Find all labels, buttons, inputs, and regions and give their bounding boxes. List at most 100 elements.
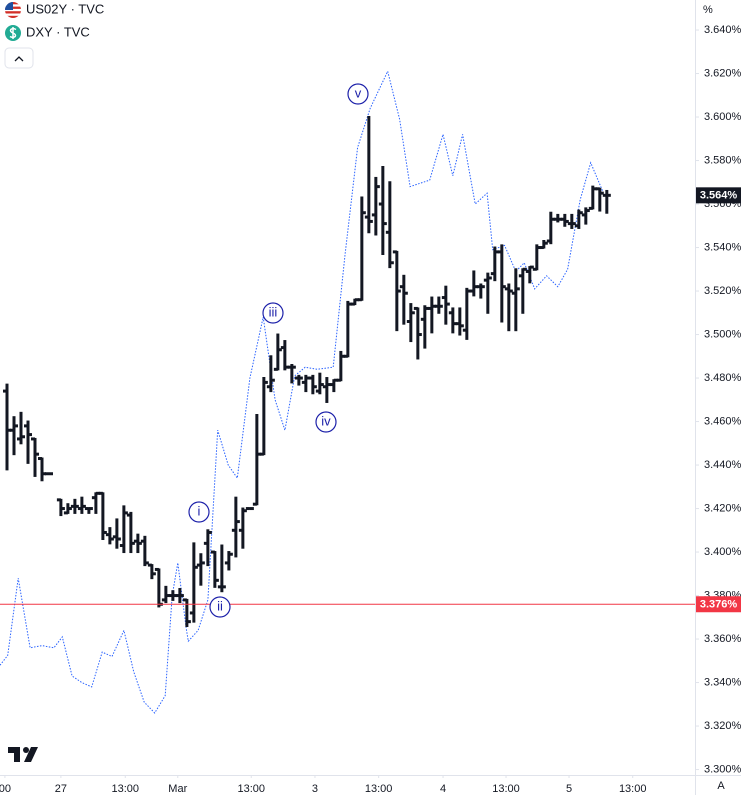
ohlc-bar — [119, 505, 128, 554]
ohlc-bar — [364, 116, 373, 234]
overlay-line — [0, 69, 604, 714]
price-tag — [696, 187, 741, 204]
collapse-button[interactable] — [4, 47, 34, 69]
tradingview-logo — [8, 747, 38, 762]
ohlc-bar — [30, 437, 39, 477]
ohlc-bar — [504, 283, 513, 332]
ohlc-bar — [266, 355, 275, 393]
x-tick-label: 4 — [440, 783, 446, 795]
wave-label: ii — [217, 598, 223, 613]
y-tick-label: 3.620% — [704, 67, 741, 79]
y-tick-label: 3.300% — [704, 763, 741, 775]
y-tick-label: 3.540% — [704, 241, 741, 253]
x-tick-label: 00 — [0, 783, 11, 795]
ohlc-bar — [224, 551, 233, 571]
y-tick-label: 3.400% — [704, 546, 741, 558]
ohlc-bar — [525, 265, 534, 284]
ohlc-bar — [175, 588, 184, 604]
ohlc-bar — [9, 416, 18, 456]
ohlc-bar — [112, 518, 121, 549]
ohlc-bar — [315, 372, 324, 395]
x-tick-label: 13:00 — [237, 783, 265, 795]
ohlc-bar — [378, 166, 387, 256]
y-tick-label: 3.440% — [704, 459, 741, 471]
legend-label: US02Y · TVC — [26, 1, 104, 16]
ohlc-bar — [44, 472, 53, 476]
ohlc-bar — [56, 498, 65, 517]
auto-scale-button[interactable]: A — [717, 780, 725, 792]
ohlc-bar — [518, 267, 527, 314]
ohlc-bar — [294, 374, 303, 386]
ohlc-bar — [231, 496, 240, 558]
wave-label: v — [355, 85, 362, 100]
ohlc-bar — [567, 213, 576, 229]
y-tick-label: 3.500% — [704, 328, 741, 340]
ohlc-bar — [581, 207, 590, 225]
legend-label: DXY · TVC — [26, 24, 90, 39]
ohlc-bar — [574, 209, 583, 229]
ohlc-bar — [23, 420, 32, 464]
ohlc-bar — [455, 307, 464, 336]
y-unit: % — [703, 4, 713, 16]
ohlc-bar — [98, 491, 107, 540]
y-tick-label: 3.600% — [704, 111, 741, 123]
y-tick-label: 3.420% — [704, 502, 741, 514]
legend: US02Y · TVC DXY · TVC — [26, 1, 104, 39]
ohlc-bar — [595, 187, 604, 212]
ohlc-bar — [511, 268, 520, 332]
ohlc-bar — [245, 507, 254, 511]
plot-area — [0, 69, 611, 714]
ohlc-bar — [133, 533, 142, 554]
ohlc-bar — [308, 374, 317, 395]
ohlc-bar — [602, 189, 611, 214]
ohlc-bar — [147, 563, 156, 580]
ohlc-bar — [273, 333, 282, 371]
x-tick-label: Mar — [168, 783, 187, 795]
y-tick-label: 3.340% — [704, 676, 741, 688]
x-tick-label: 27 — [55, 783, 67, 795]
x-tick-label: 5 — [566, 783, 572, 795]
auto-button-label: A — [717, 780, 725, 792]
wave-label: iii — [269, 304, 278, 319]
us-flag-icon — [5, 2, 21, 18]
x-tick-label: 3 — [312, 783, 318, 795]
ohlc-bar — [196, 553, 205, 586]
ohlc-bar — [203, 529, 212, 567]
ohlc-bar — [126, 511, 135, 554]
x-tick-label: 13:00 — [492, 783, 520, 795]
ohlc-bar — [434, 296, 443, 314]
ohlc-bar — [406, 303, 415, 343]
x-tick-label: 13:00 — [112, 783, 140, 795]
x-tick-label: 13:00 — [365, 783, 393, 795]
ohlc-bar — [77, 496, 86, 514]
y-tick-label: 3.320% — [704, 720, 741, 732]
price-tag-label: 3.376% — [700, 599, 738, 611]
wave-marker — [188, 501, 210, 523]
x-tick-label: 13:00 — [619, 783, 647, 795]
y-tick-label: 3.640% — [704, 24, 741, 36]
wave-marker — [262, 302, 284, 324]
ohlc-bar — [16, 411, 25, 445]
ohlc-bar — [70, 498, 79, 514]
ohlc-bar — [238, 507, 247, 549]
y-tick-label: 3.480% — [704, 372, 741, 384]
price-tag-label: 3.564% — [700, 190, 738, 202]
wave-marker — [347, 83, 369, 105]
ohlc-bar — [84, 507, 93, 514]
wave-label: i — [198, 503, 201, 518]
ohlc-bar — [539, 240, 548, 250]
ohlc-bar — [497, 244, 506, 323]
wave-label: iv — [321, 413, 331, 428]
y-tick-label: 3.460% — [704, 415, 741, 427]
ohlc-bar — [476, 283, 485, 299]
ohlc-bar — [259, 377, 268, 456]
ohlc-bar — [392, 250, 401, 332]
ohlc-bar — [399, 274, 408, 325]
ohlc-bar — [371, 176, 380, 236]
price-tag — [696, 596, 741, 613]
wave-marker — [209, 596, 231, 618]
ohlc-bar — [217, 544, 226, 593]
